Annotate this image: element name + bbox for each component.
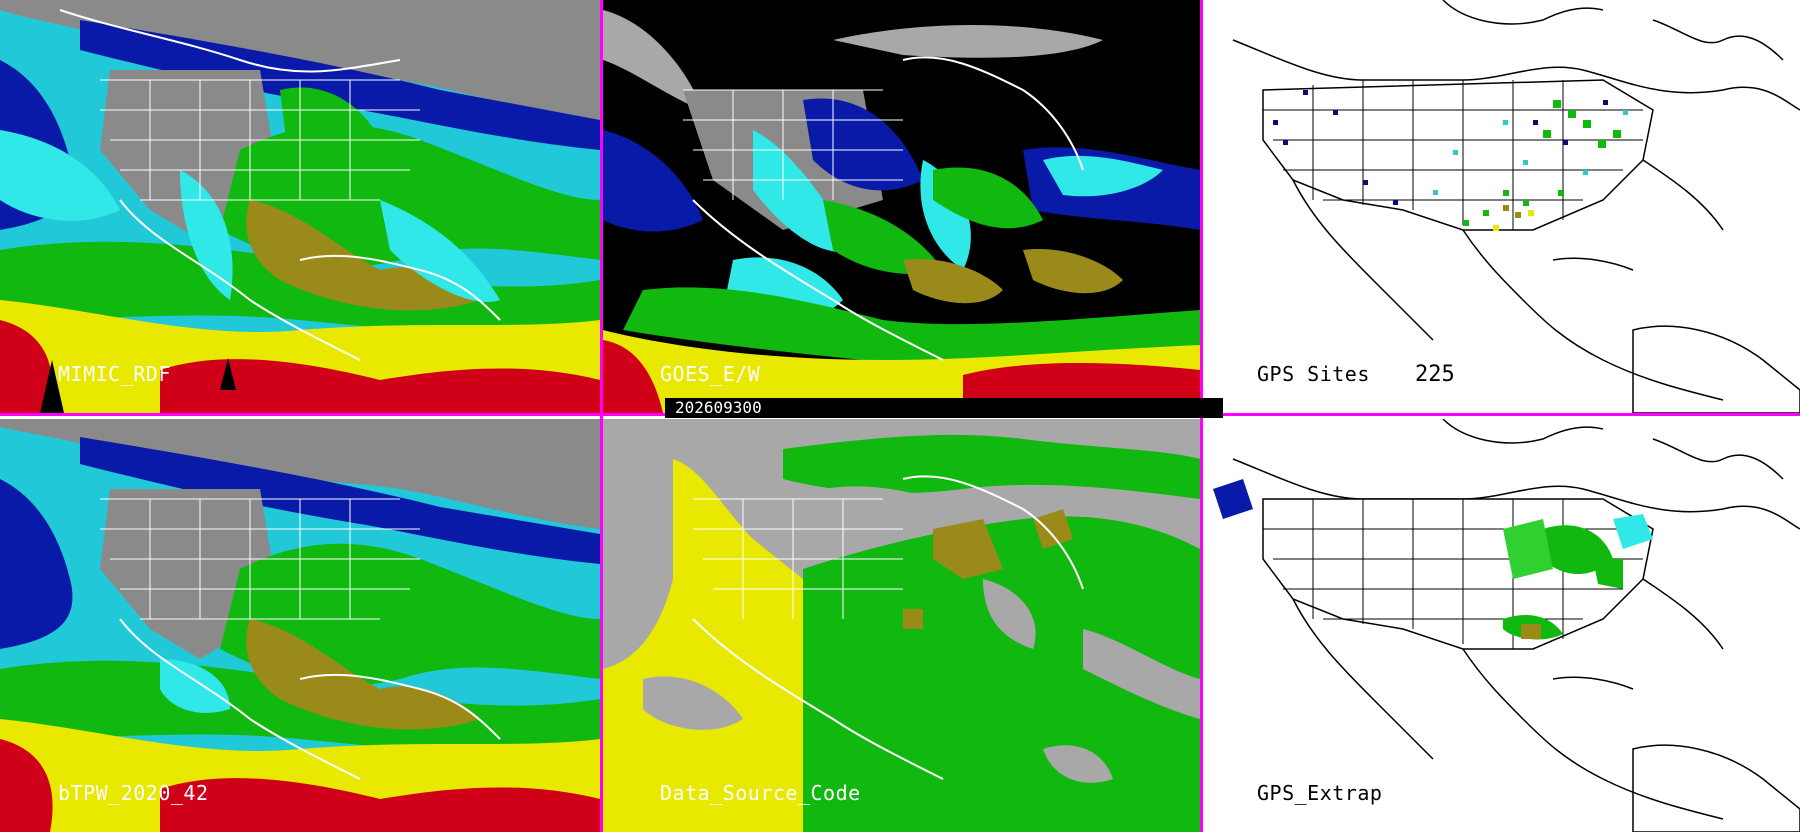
gps-sites-label: GPS Sites — [1257, 362, 1370, 386]
mimic-rdf-label: MIMIC_RDF — [58, 362, 171, 386]
data-source-code-label: Data_Source_Code — [660, 781, 861, 805]
timestamp-bar: 202609300 — [665, 398, 1223, 418]
data-source-code-panel: Data_Source_Code — [603, 419, 1200, 832]
mimic-rdf-panel: MIMIC_RDF — [0, 0, 600, 413]
btpw-panel: bTPW_2020_42 — [0, 419, 600, 832]
data-source-code-map — [603, 419, 1200, 832]
goes-ew-panel: GOES_E/W — [603, 0, 1200, 413]
gps-sites-panel: GPS Sites 225 — [1203, 0, 1800, 413]
gps-sites-count: 225 — [1415, 362, 1455, 387]
gps-extrap-map — [1213, 419, 1800, 832]
timestamp-text: 202609300 — [675, 398, 762, 417]
goes-ew-map — [603, 0, 1200, 413]
mimic-rdf-map — [0, 0, 600, 413]
gps-sites-map — [1232, 0, 1800, 413]
vertical-divider-left — [600, 0, 603, 832]
gps-extrap-label: GPS_Extrap — [1257, 781, 1383, 805]
goes-ew-label: GOES_E/W — [660, 362, 761, 386]
gps-extrap-panel: GPS_Extrap — [1203, 419, 1800, 832]
btpw-label: bTPW_2020_42 — [58, 781, 209, 805]
btpw-map — [0, 419, 600, 832]
